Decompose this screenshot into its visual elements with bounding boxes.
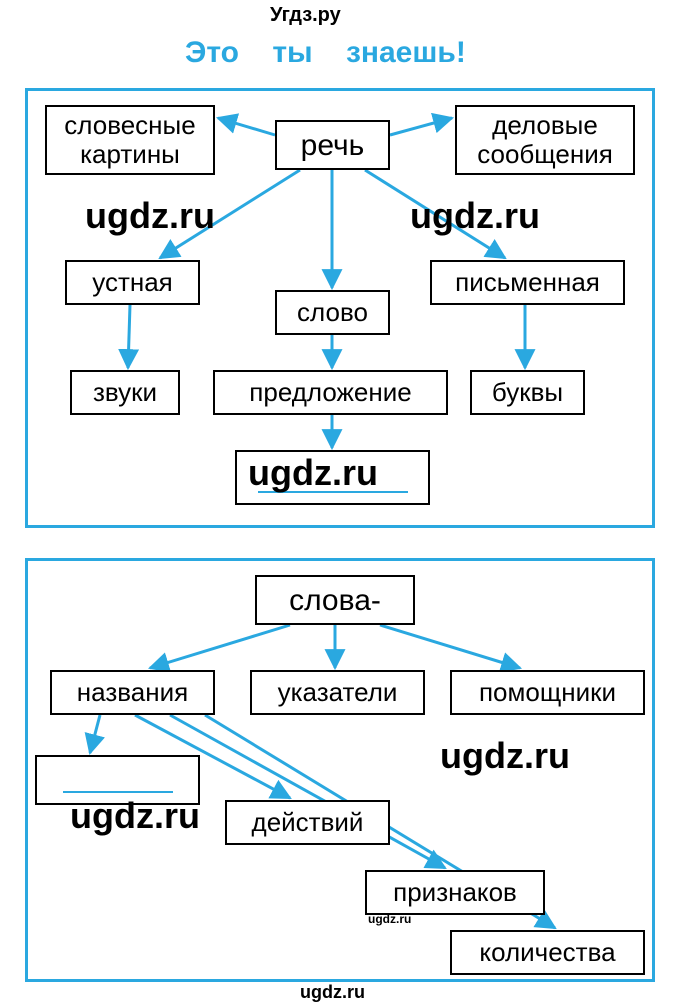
node-kolichestva: количества <box>450 930 645 975</box>
page-title: Это ты знаешь! <box>185 36 466 70</box>
node-priznakov: признаков <box>365 870 545 915</box>
title-word-1: Это <box>185 36 239 69</box>
node-slovesnye-kartiny: словесныекартины <box>45 105 215 175</box>
node-slovo: слово <box>275 290 390 335</box>
watermark: Угдз.ру <box>270 4 341 27</box>
watermark: ugdz.ru <box>300 982 365 1003</box>
node-predlozhenie: предложение <box>213 370 448 415</box>
node-deystviy: действий <box>225 800 390 845</box>
title-word-2: ты <box>272 36 312 69</box>
node-ustnaya: устная <box>65 260 200 305</box>
node-slova: слова- <box>255 575 415 625</box>
node-pismennaya: письменная <box>430 260 625 305</box>
node-pomoshniki: помощники <box>450 670 645 715</box>
node-zvuki: звуки <box>70 370 180 415</box>
node-blank-1 <box>235 450 430 505</box>
node-delovye-soobshcheniya: деловыесообщения <box>455 105 635 175</box>
node-rech: речь <box>275 120 390 170</box>
title-word-3: знаешь! <box>346 36 466 69</box>
node-blank-2 <box>35 755 200 805</box>
node-nazvaniya: названия <box>50 670 215 715</box>
node-bukvy: буквы <box>470 370 585 415</box>
node-ukazateli: указатели <box>250 670 425 715</box>
